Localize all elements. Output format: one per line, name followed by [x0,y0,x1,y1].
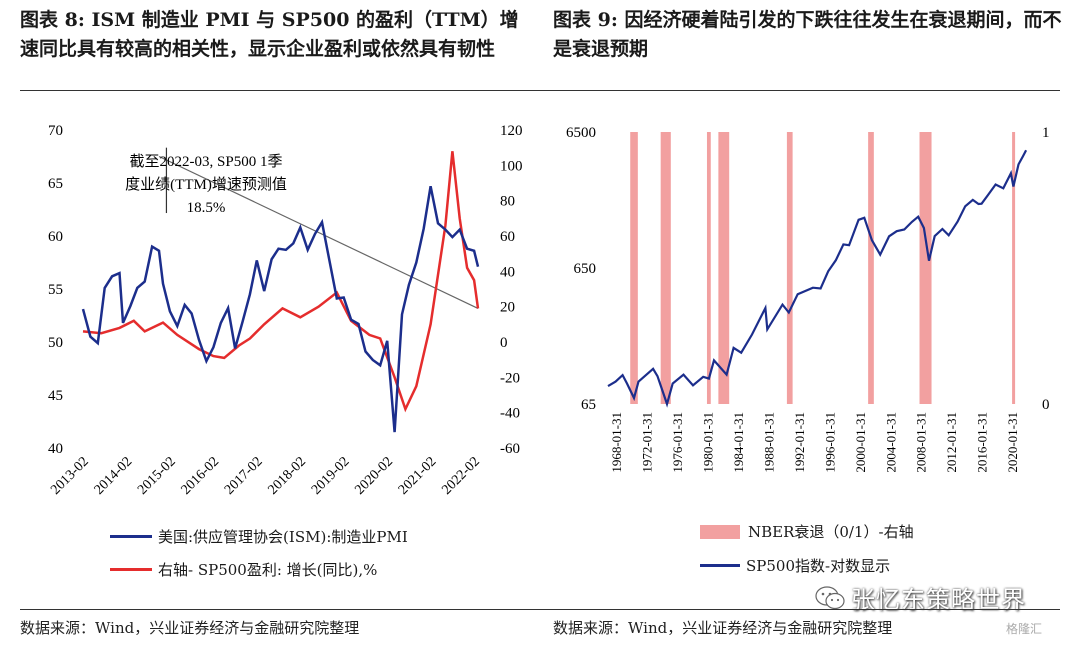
recession-band [919,132,932,404]
brand-logo: 格隆汇 [1006,622,1043,636]
chart8-right-tick-label: -40 [500,406,520,422]
legend-recession-label: NBER衰退（0/1）-右轴 [748,523,914,541]
chart9-x-tick-label: 2004-01-31 [883,412,898,473]
chart8-x-tick-label: 2017-02 [222,454,266,498]
chart8-left-tick-label: 65 [48,176,63,192]
chart9-legend-sp500: SP500指数-对数显示 [700,555,890,576]
recession-band [706,132,711,404]
chart9-x-tick-label: 1968-01-31 [609,412,624,473]
chart8-left-tick-label: 55 [48,282,63,298]
chart9-left-tick-label: 65 [581,397,596,413]
chart8-x-tick-label: 2021-02 [396,454,440,498]
chart8-annotation-line1: 截至2022-03, SP500 1季 [130,153,283,170]
chart8-left-axis-ticks: 70 65 60 55 50 45 40 [48,123,63,457]
chart9-x-tick-label: 2012-01-31 [944,412,959,473]
chart8-source: 数据来源：Wind，兴业证券经济与金融研究院整理 [20,619,360,637]
chart8-x-tick-label: 2022-02 [439,454,483,498]
chart9-left-tick-label: 650 [574,261,597,277]
legend-sp500-swatch [700,564,740,567]
chart9-x-tick-label: 1992-01-31 [792,412,807,473]
chart8-series-earnings [82,151,480,413]
chart8-x-tick-label: 2019-02 [309,454,353,498]
chart9-right-tick-label: 0 [1042,397,1050,413]
chart8-right-tick-label: 60 [500,229,515,245]
chart8-left-tick-label: 40 [48,441,63,457]
recession-band [660,132,671,404]
chart9-x-tick-label: 1988-01-31 [761,412,776,473]
chart8-right-tick-label: 120 [500,123,523,139]
chart9-x-tick-label: 1976-01-31 [670,412,685,473]
legend-earnings-label: 右轴- SP500盈利: 增长(同比),% [158,561,378,579]
chart8-x-tick-label: 2018-02 [265,454,309,498]
chart8-left-tick-label: 45 [48,388,63,404]
chart9-x-tick-label: 2016-01-31 [975,412,990,473]
chart8-left-tick-label: 60 [48,229,63,245]
chart8-left-tick-label: 50 [48,335,63,351]
chart9-x-tick-label: 2000-01-31 [853,412,868,473]
chart8-right-axis-ticks: 120 100 80 60 40 20 0 -20 -40 -60 [500,123,523,457]
chart9-x-axis-ticks: 1968-01-31 1972-01-31 1976-01-31 1980-01-31… [609,412,1020,473]
legend-earnings-swatch [110,568,152,571]
chart8-right-tick-label: 100 [500,158,523,174]
legend-sp500-label: SP500指数-对数显示 [746,557,891,575]
chart9-series-sp500 [607,149,1028,408]
chart9-x-tick-label: 1980-01-31 [701,412,716,473]
chart8-x-tick-label: 2015-02 [135,454,179,498]
recession-band [1012,132,1016,404]
chart8-series-pmi [81,185,480,433]
chart8-right-tick-label: -20 [500,370,520,386]
chart8-x-tick-label: 2016-02 [179,454,223,498]
chart9-legend-recession: NBER衰退（0/1）-右轴 [700,521,914,542]
wechat-icon [815,585,845,609]
chart9-x-tick-label: 1972-01-31 [640,412,655,473]
chart9-right-tick-label: 1 [1042,125,1050,141]
chart8-x-tick-label: 2013-02 [48,454,92,498]
chart8-x-axis-ticks: 2013-02 2014-02 2015-02 2016-02 2017-02 2018-… [48,454,483,498]
chart8-x-tick-label: 2014-02 [92,454,136,498]
chart9-x-tick-label: 2020-01-31 [1005,412,1020,473]
chart8-legend-earnings: 右轴- SP500盈利: 增长(同比),% [110,559,377,580]
legend-pmi-swatch [110,535,152,538]
chart8-left-tick-label: 70 [48,123,63,139]
chart9-recession-bands [630,132,1016,404]
legend-pmi-label: 美国:供应管理协会(ISM):制造业PMI [158,528,408,546]
chart9-source: 数据来源：Wind，兴业证券经济与金融研究院整理 [553,619,893,637]
chart9-title: 图表 9: 因经济硬着陆引发的下跌往往发生在衰退期间，而不是衰退预期 [553,9,1062,60]
chart8-right-tick-label: -60 [500,441,520,457]
chart9-x-tick-label: 1984-01-31 [731,412,746,473]
chart9-left-tick-label: 6500 [566,125,596,141]
recession-band [786,132,793,404]
chart8-right-tick-label: 0 [500,335,508,351]
footer-divider [20,609,1060,610]
recession-band [630,132,638,404]
chart8-title: 图表 8: ISM 制造业 PMI 与 SP500 的盈利（TTM）增速同比具有… [20,9,519,60]
header-divider [20,90,1060,91]
chart8-x-tick-label: 2020-02 [352,454,396,498]
recession-band [868,132,874,404]
chart8-legend-pmi: 美国:供应管理协会(ISM):制造业PMI [110,526,408,547]
chart8-right-tick-label: 20 [500,300,515,316]
chart8-right-tick-label: 80 [500,194,515,210]
chart8-annotation-line2: 度业绩(TTM)增速预测值 [125,176,287,193]
chart9-x-tick-label: 1996-01-31 [822,412,837,473]
chart8-trendline [158,155,479,309]
chart8-annotation-line3: 18.5% [187,200,226,216]
chart9-x-tick-label: 2008-01-31 [914,412,929,473]
legend-recession-swatch [700,524,740,539]
chart8-right-tick-label: 40 [500,264,515,280]
chart9-left-axis-ticks: 6500 650 65 [566,125,596,413]
recession-band [718,132,730,404]
chart9-right-axis-ticks: 10 [1042,125,1050,413]
